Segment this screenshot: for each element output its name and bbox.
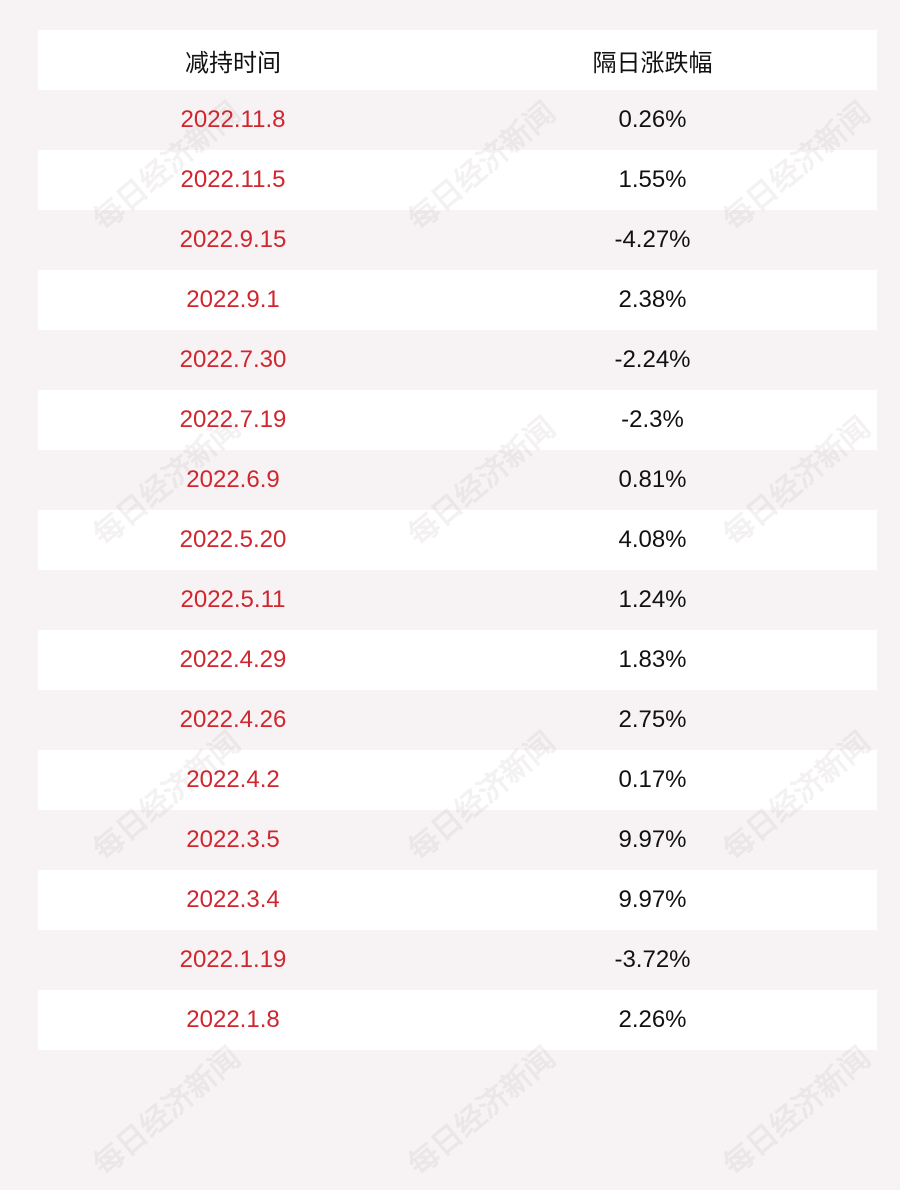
header-cell: 减持时间 bbox=[185, 49, 281, 77]
date-cell: 2022.4.26 bbox=[179, 706, 287, 733]
date-cell: 2022.11.8 bbox=[180, 106, 286, 133]
table-row: 2022.5.11 1.24% bbox=[38, 570, 877, 630]
table-row: 2022.11.5 1.55% bbox=[38, 150, 877, 210]
date-cell: 2022.7.19 bbox=[179, 406, 287, 433]
table-row: 2022.4.29 1.83% bbox=[38, 630, 877, 690]
change-cell: 2.75% bbox=[618, 706, 687, 733]
date-cell: 2022.3.4 bbox=[186, 886, 280, 913]
table-row: 2022.7.30 -2.24% bbox=[38, 330, 877, 390]
date-cell: 2022.4.2 bbox=[186, 766, 280, 793]
change-cell: -3.72% bbox=[614, 946, 691, 973]
date-cell: 2022.3.5 bbox=[186, 826, 280, 853]
change-cell: 9.97% bbox=[618, 826, 687, 853]
date-cell: 2022.11.5 bbox=[180, 166, 286, 193]
change-cell: 0.26% bbox=[618, 106, 687, 133]
change-cell: 9.97% bbox=[618, 886, 687, 913]
date-cell: 2022.1.8 bbox=[186, 1006, 280, 1033]
change-cell: 1.83% bbox=[618, 646, 687, 673]
change-cell: 1.24% bbox=[618, 586, 687, 613]
watermark: 每日经济新闻 bbox=[87, 1041, 247, 1183]
table-row: 2022.9.1 2.38% bbox=[38, 270, 877, 330]
table: 减持时间 隔日涨跌幅 2022.11.8 0.26% 2022.11.5 1.55% 2… bbox=[38, 30, 877, 1050]
change-cell: 4.08% bbox=[618, 526, 687, 553]
table-row: 2022.6.9 0.81% bbox=[38, 450, 877, 510]
table-row: 2022.9.15 -4.27% bbox=[38, 210, 877, 270]
change-cell: -4.27% bbox=[614, 226, 691, 253]
date-cell: 2022.9.15 bbox=[179, 226, 287, 253]
table-row: 2022.5.20 4.08% bbox=[38, 510, 877, 570]
change-cell: -2.3% bbox=[621, 406, 684, 433]
table-row: 2022.4.2 0.17% bbox=[38, 750, 877, 810]
header-row: 减持时间 隔日涨跌幅 bbox=[38, 30, 877, 90]
date-cell: 2022.5.11 bbox=[180, 586, 286, 613]
change-cell: 1.55% bbox=[618, 166, 687, 193]
date-cell: 2022.4.29 bbox=[179, 646, 287, 673]
change-cell: 2.26% bbox=[618, 1006, 687, 1033]
watermark: 每日经济新闻 bbox=[402, 1041, 562, 1183]
change-cell: 2.38% bbox=[618, 286, 687, 313]
table-row: 2022.1.19 -3.72% bbox=[38, 930, 877, 990]
table-row: 2022.11.8 0.26% bbox=[38, 90, 877, 150]
table-row: 2022.3.4 9.97% bbox=[38, 870, 877, 930]
header-cell: 隔日涨跌幅 bbox=[592, 49, 713, 77]
date-cell: 2022.1.19 bbox=[179, 946, 287, 973]
table-row: 2022.3.5 9.97% bbox=[38, 810, 877, 870]
change-cell: 0.81% bbox=[618, 466, 687, 493]
date-cell: 2022.9.1 bbox=[186, 286, 280, 313]
date-cell: 2022.7.30 bbox=[179, 346, 287, 373]
table-row: 2022.7.19 -2.3% bbox=[38, 390, 877, 450]
page: 减持时间 隔日涨跌幅 2022.11.8 0.26% 2022.11.5 1.55% 2… bbox=[38, 30, 877, 1183]
date-cell: 2022.6.9 bbox=[186, 466, 280, 493]
date-cell: 2022.5.20 bbox=[179, 526, 287, 553]
table-row: 2022.4.26 2.75% bbox=[38, 690, 877, 750]
change-cell: 0.17% bbox=[618, 766, 687, 793]
table-row: 2022.1.8 2.26% bbox=[38, 990, 877, 1050]
change-cell: -2.24% bbox=[614, 346, 691, 373]
watermark: 每日经济新闻 bbox=[717, 1041, 877, 1183]
